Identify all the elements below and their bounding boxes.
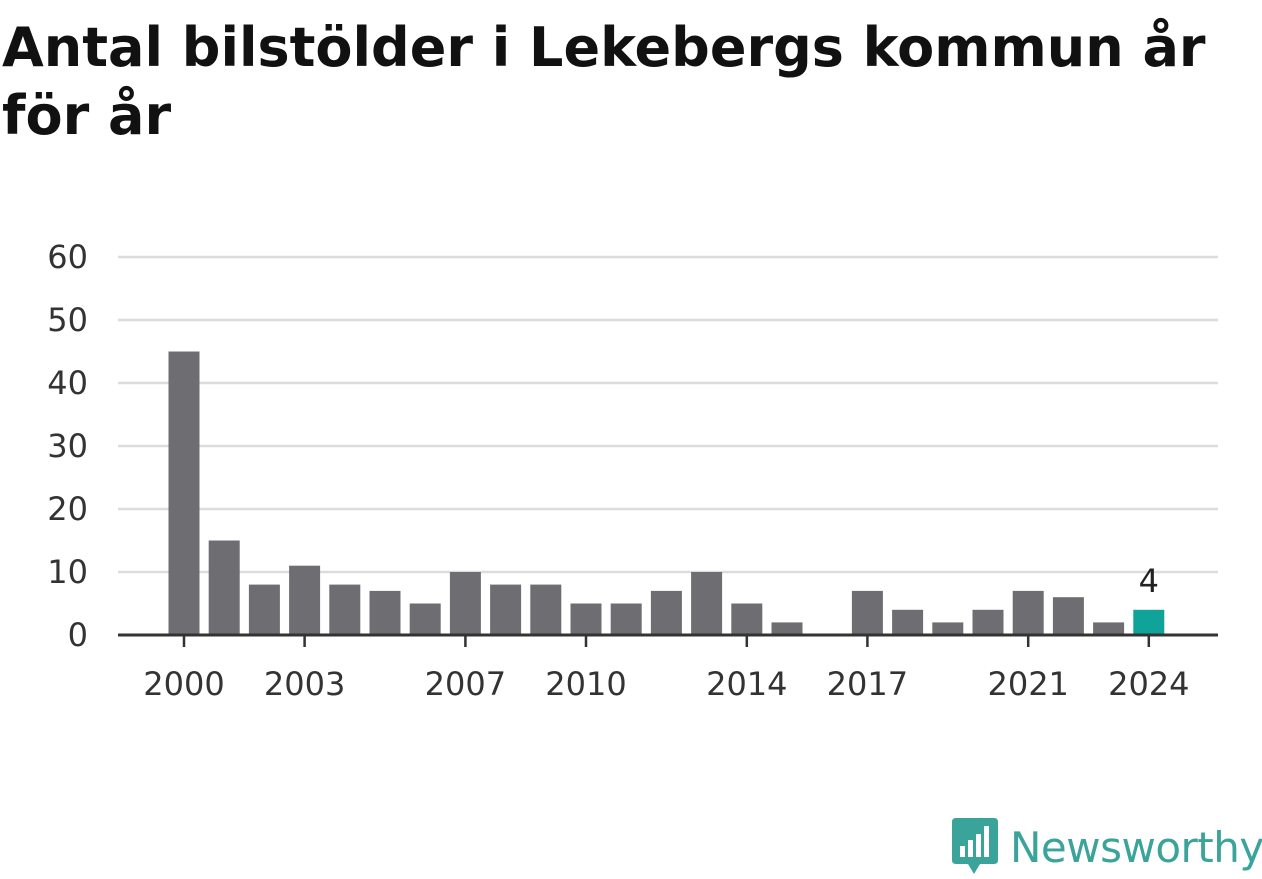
bar-2013	[691, 572, 723, 635]
y-tick-label: 40	[47, 364, 88, 402]
data-label-2024: 4	[1139, 562, 1159, 600]
x-tick-label: 2014	[706, 665, 787, 703]
bar-2012	[650, 590, 682, 635]
y-tick-label: 20	[47, 490, 88, 528]
bar-2019	[932, 622, 964, 635]
y-tick-label: 10	[47, 553, 88, 591]
bar-2000	[168, 351, 200, 635]
x-axis-ticks: 2000 2003 2007 2010 2014 2017 2021 2024	[143, 635, 1190, 703]
data-labels: 4	[1139, 562, 1159, 600]
bar-2020	[972, 609, 1004, 635]
y-tick-label: 50	[47, 301, 88, 339]
bar-2005	[369, 590, 401, 635]
newsworthy-logo-icon	[952, 818, 998, 874]
bar-2008	[490, 584, 522, 635]
bar-2022	[1052, 597, 1084, 635]
bar-2003	[289, 565, 321, 635]
x-tick-label: 2003	[264, 665, 345, 703]
bar-2010	[570, 603, 602, 635]
y-tick-label: 30	[47, 427, 88, 465]
bar-2001	[208, 540, 240, 635]
y-axis-ticks: 0 10 20 30 40 50 60	[47, 238, 88, 654]
gridlines	[118, 255, 1218, 574]
y-tick-label: 0	[68, 616, 88, 654]
bar-2007	[449, 572, 481, 635]
x-tick-label: 2017	[827, 665, 908, 703]
bar-2023	[1093, 622, 1125, 635]
bar-2002	[248, 584, 280, 635]
bar-2004	[329, 584, 361, 635]
chart-title: Antal bilstölder i Lekebergs kommun år f…	[2, 16, 1206, 147]
bar-2024	[1133, 609, 1165, 635]
bar-2009	[530, 584, 562, 635]
bar-2014	[731, 603, 763, 635]
brand-name: Newsworthy	[1010, 822, 1262, 872]
x-tick-label: 2024	[1108, 665, 1189, 703]
bar-2006	[409, 603, 441, 635]
x-tick-label: 2010	[545, 665, 626, 703]
bars	[168, 351, 1165, 635]
bar-2021	[1012, 590, 1044, 635]
y-tick-label: 60	[47, 238, 88, 276]
bar-2018	[892, 609, 924, 635]
x-tick-label: 2007	[425, 665, 506, 703]
newsworthy-logo: Newsworthy	[950, 818, 1262, 876]
x-tick-label: 2000	[143, 665, 224, 703]
bar-2015	[771, 622, 803, 635]
bar-2017	[851, 590, 883, 635]
x-tick-label: 2021	[987, 665, 1068, 703]
bar-2011	[610, 603, 642, 635]
